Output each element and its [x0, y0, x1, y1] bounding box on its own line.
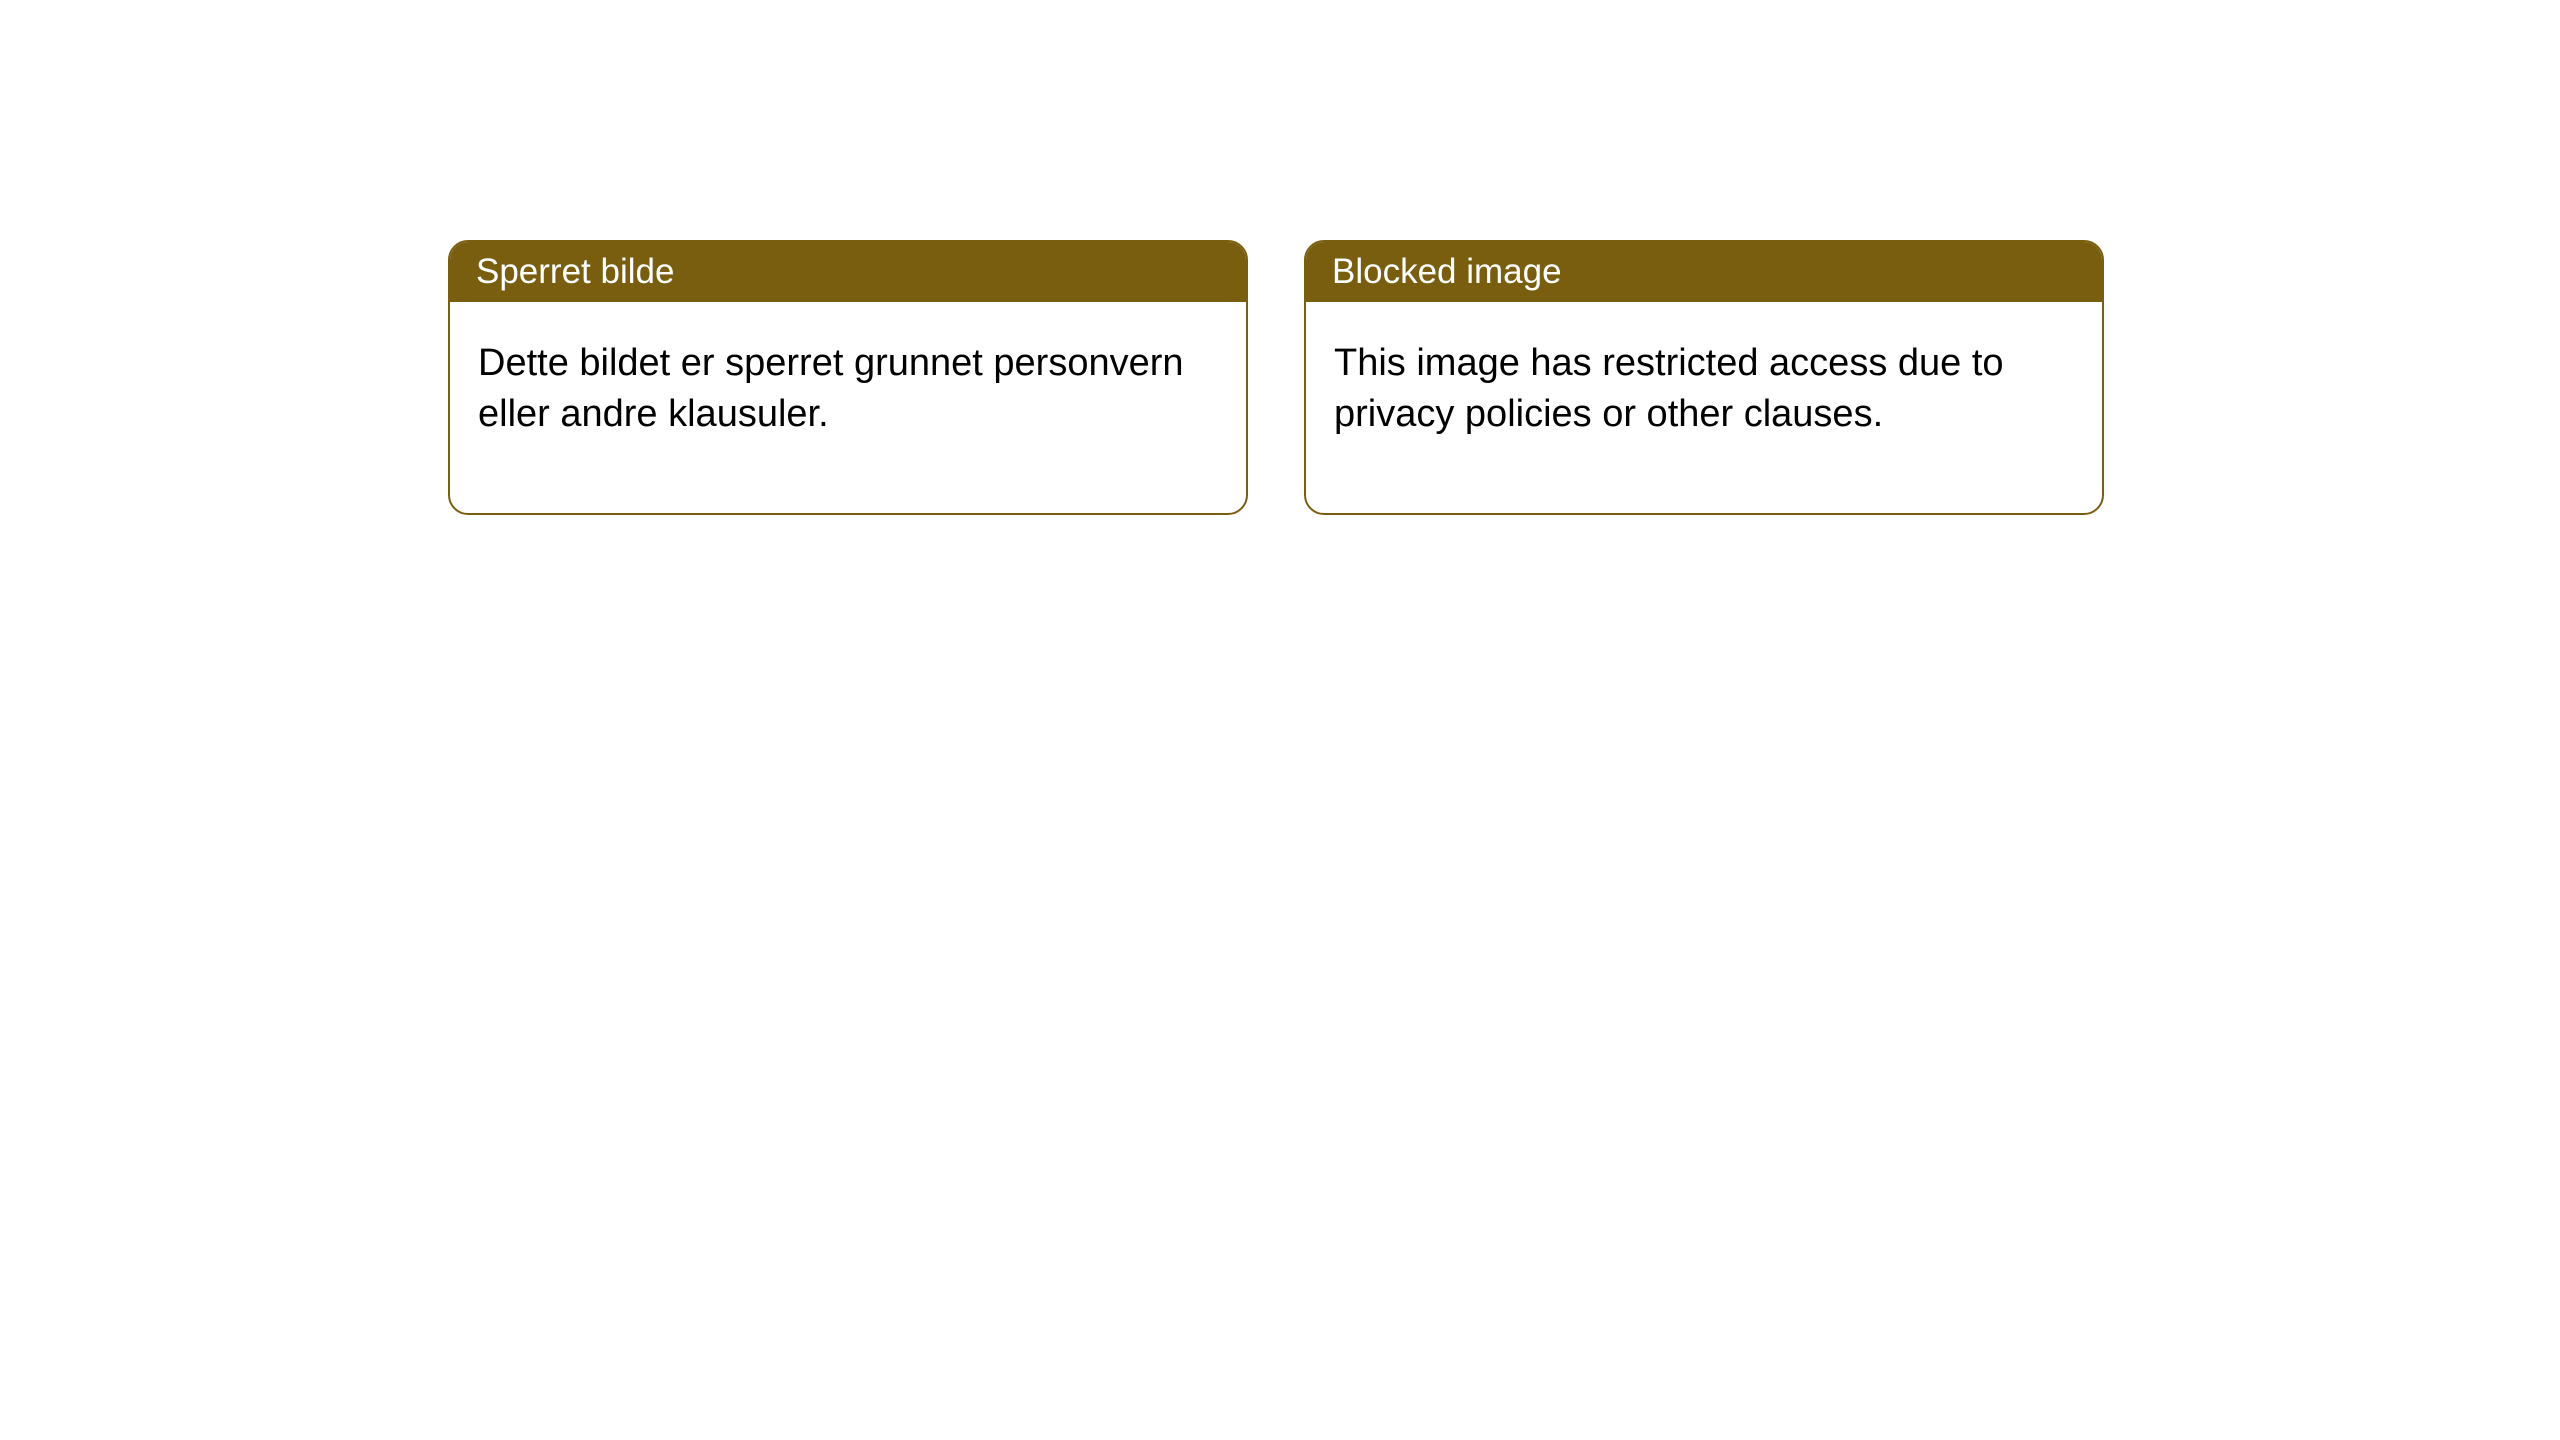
card-body: Dette bildet er sperret grunnet personve…: [450, 302, 1246, 513]
card-header: Blocked image: [1306, 242, 2102, 302]
notice-card-norwegian: Sperret bilde Dette bildet er sperret gr…: [448, 240, 1248, 515]
notice-container: Sperret bilde Dette bildet er sperret gr…: [448, 240, 2104, 515]
notice-card-english: Blocked image This image has restricted …: [1304, 240, 2104, 515]
card-title: Blocked image: [1332, 252, 1562, 291]
card-body-text: This image has restricted access due to …: [1334, 342, 2004, 435]
card-body-text: Dette bildet er sperret grunnet personve…: [478, 342, 1184, 435]
card-title: Sperret bilde: [476, 252, 674, 291]
card-header: Sperret bilde: [450, 242, 1246, 302]
card-body: This image has restricted access due to …: [1306, 302, 2102, 513]
